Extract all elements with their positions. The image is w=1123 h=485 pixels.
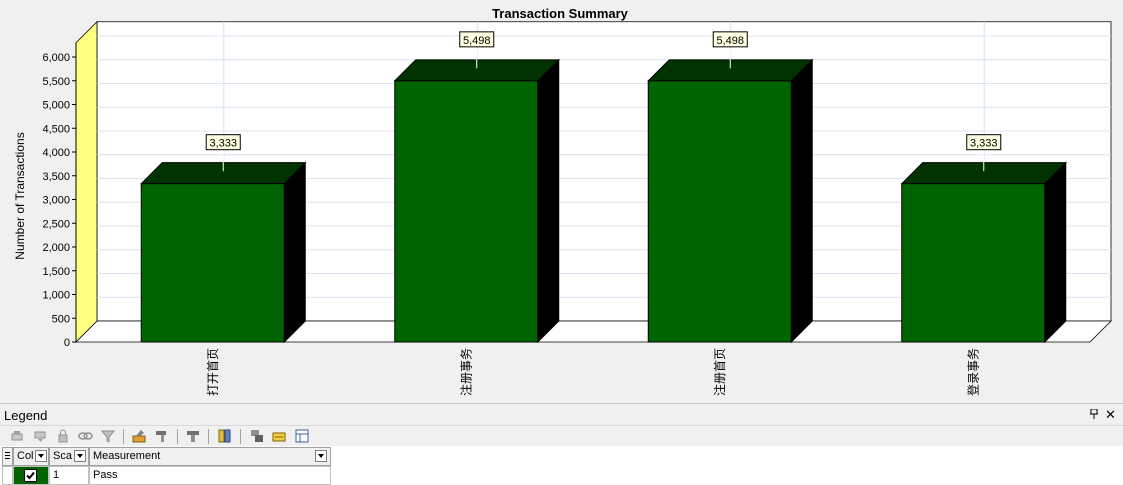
x-tick-label: 登录事务: [965, 348, 980, 396]
x-tick-label: 打开首页: [206, 348, 220, 396]
chevron-down-icon[interactable]: [315, 450, 327, 462]
column-header-col-label: Col: [17, 450, 34, 462]
data-label-box: [712, 31, 748, 48]
data-label: 5,498: [716, 35, 744, 47]
legend-row-color[interactable]: [13, 466, 49, 485]
grid-menu-icon[interactable]: [2, 447, 13, 466]
close-icon[interactable]: ✕: [1105, 407, 1116, 422]
data-label: 5,498: [463, 35, 491, 47]
export-icon[interactable]: [272, 429, 287, 443]
bar-side: [790, 58, 813, 344]
move-up-icon[interactable]: [10, 429, 25, 443]
filter-icon[interactable]: [100, 429, 116, 443]
y-tick-label: 3,500: [42, 171, 70, 183]
chart-title: Transaction Summary: [492, 6, 629, 21]
bar: [394, 80, 539, 343]
y-tick-label: 500: [52, 313, 70, 325]
y-tick-label: 5,500: [42, 76, 70, 88]
bar: [901, 183, 1046, 343]
y-tick-label: 1,500: [42, 266, 70, 278]
legend-toolbar: [0, 425, 1123, 446]
y-tick-label: 3,000: [42, 195, 70, 207]
legend-row-measurement: Pass: [89, 466, 331, 485]
data-label: 3,333: [970, 138, 998, 150]
x-tick-label: 注册首页: [712, 348, 727, 396]
lock-icon[interactable]: [56, 429, 71, 443]
legend-title: Legend: [4, 408, 48, 423]
checkbox-checked-icon[interactable]: [24, 469, 37, 482]
y-tick-label: 1,000: [42, 290, 70, 302]
data-label-box: [966, 134, 1002, 151]
column-header-measurement[interactable]: Measurement: [89, 447, 331, 466]
data-label: 3,333: [209, 138, 237, 150]
column-header-measurement-label: Measurement: [93, 450, 161, 462]
column-header-scale-label: Sca: [53, 450, 72, 462]
y-tick-label: 5,000: [42, 100, 70, 112]
legend-row-scale: 1: [49, 466, 89, 485]
pin-icon[interactable]: [1090, 408, 1098, 422]
bar-side: [1044, 161, 1067, 344]
chart-left-wall: [75, 20, 98, 343]
data-label-box: [205, 134, 241, 151]
grid-options-icon[interactable]: [295, 429, 310, 443]
row-selector[interactable]: [2, 466, 13, 485]
x-tick-label: 注册事务: [458, 348, 473, 396]
select-columns-icon[interactable]: [218, 429, 233, 443]
chevron-down-icon[interactable]: [74, 450, 86, 462]
legend-grid: Col Sca Measurement 1 Pass: [0, 446, 1123, 485]
y-axis-label: Number of Transactions: [13, 132, 27, 259]
column-header-scale[interactable]: Sca: [49, 447, 89, 466]
properties-icon[interactable]: [186, 429, 201, 443]
move-down-icon[interactable]: [33, 429, 48, 443]
bar-side: [283, 161, 306, 344]
y-tick-label: 6,000: [42, 52, 70, 64]
copy-icon[interactable]: [250, 429, 265, 443]
y-tick-label: 2,500: [42, 218, 70, 230]
legend-header: Legend ✕: [0, 403, 1123, 425]
chevron-down-icon[interactable]: [35, 450, 47, 462]
bar-side: [537, 58, 560, 344]
y-tick-label: 0: [64, 337, 70, 349]
y-tick-label: 4,000: [42, 147, 70, 159]
edit-icon[interactable]: [155, 429, 170, 443]
column-header-col[interactable]: Col: [13, 447, 49, 466]
chart-panel: Transaction Summary Number of Transactio…: [0, 0, 1123, 403]
y-tick-label: 2,000: [42, 242, 70, 254]
bar: [140, 183, 285, 343]
data-label-box: [459, 31, 495, 48]
highlight-icon[interactable]: [132, 429, 147, 443]
link-icon[interactable]: [78, 429, 93, 443]
transaction-summary-chart: Transaction Summary Number of Transactio…: [13, 6, 1112, 396]
bar: [647, 80, 792, 343]
y-tick-label: 4,500: [42, 123, 70, 135]
